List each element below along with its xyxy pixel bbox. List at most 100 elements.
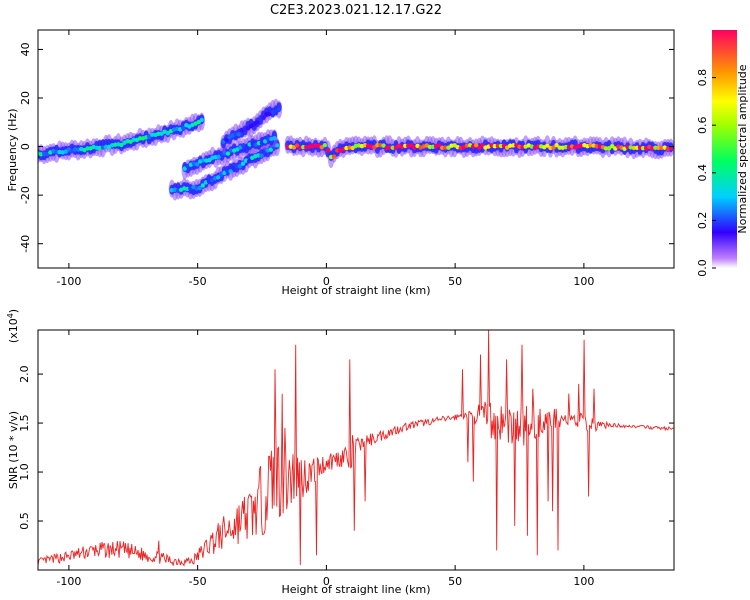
- spectrogram-core: [265, 136, 271, 142]
- colorbar-tick-label: 0.2: [696, 212, 709, 230]
- spectrogram-core: [409, 143, 414, 148]
- spectrogram-core: [228, 169, 233, 174]
- spectrogram-core: [262, 139, 268, 144]
- spectrogram-core: [259, 153, 264, 158]
- spectrogram-core: [474, 142, 479, 148]
- spectrogram-core: [236, 132, 242, 137]
- snr-y-multiplier: (x104): [6, 309, 20, 343]
- spectrogram-core: [495, 143, 501, 148]
- spectrogram-core: [268, 147, 273, 152]
- spectrogram-core: [610, 144, 615, 149]
- spectrogram-core: [234, 164, 239, 169]
- snr-y-label: SNR (10 * v/v): [7, 411, 20, 489]
- spectrogram-core: [545, 143, 550, 148]
- spectrogram-panel: -100 -50 0 50 100 40 20 0 -20 -40 Height of strai…: [6, 29, 675, 297]
- spectrogram-core: [224, 137, 229, 142]
- spectrogram-y-tick-label: 20: [19, 91, 32, 105]
- spectrogram-core: [85, 146, 90, 151]
- chart-title: C2E3.2023.021.12.17.G22: [270, 3, 442, 18]
- spectrogram-core: [557, 145, 562, 150]
- snr-x-tick-label: -100: [56, 575, 81, 588]
- colorbar-tick-label: 0.0: [696, 259, 709, 277]
- spectrogram-core: [477, 145, 482, 151]
- spectrogram-core: [427, 144, 433, 150]
- spectrogram-core: [535, 144, 541, 149]
- snr-y-tick-label: 2.0: [18, 365, 31, 383]
- colorbar-gradient: [712, 30, 737, 268]
- spectrogram-x-tick-label: 100: [573, 275, 594, 288]
- spectrogram-x-tick-label: -100: [56, 275, 81, 288]
- spectrogram-core: [480, 143, 485, 148]
- spectrogram-core: [207, 157, 212, 163]
- spectrogram-ticks: -100 -50 0 50 100 40 20 0 -20 -40: [19, 30, 674, 288]
- spectrogram-core: [255, 120, 260, 125]
- spectrogram-core: [656, 145, 661, 150]
- spectrogram-core: [554, 142, 559, 148]
- spectrogram-heatmap: [38, 98, 674, 201]
- spectrogram-core: [276, 107, 282, 112]
- spectrogram-core: [322, 142, 328, 148]
- spectrogram-core: [200, 183, 205, 188]
- spectrogram-core: [137, 136, 143, 141]
- spectrogram-core: [196, 119, 201, 125]
- spectrogram-core: [272, 136, 277, 141]
- spectrogram-core: [233, 131, 238, 137]
- snr-y-tick-label: 1.0: [18, 463, 31, 481]
- spectrogram-core: [216, 175, 221, 180]
- spectrogram-core: [237, 164, 243, 169]
- spectrogram-core: [228, 148, 234, 153]
- spectrogram-core: [156, 131, 161, 137]
- snr-x-tick-label: -50: [189, 575, 207, 588]
- snr-x-tick-label: 0: [323, 575, 330, 588]
- spectrogram-core: [325, 148, 331, 153]
- colorbar-label: Normalized spectral amplitude: [736, 64, 749, 233]
- spectrogram-core: [181, 125, 186, 131]
- spectrogram-core: [194, 162, 200, 167]
- snr-series-line: [38, 330, 674, 567]
- spectrogram-y-tick-label: 40: [19, 42, 32, 56]
- spectrogram-core: [199, 117, 204, 123]
- spectrogram-core: [261, 115, 266, 120]
- snr-line: [38, 330, 674, 567]
- spectrogram-y-tick-label: -40: [19, 235, 32, 253]
- spectrogram-core: [443, 145, 448, 150]
- spectrogram-core: [313, 143, 318, 148]
- spectrogram-core: [256, 153, 261, 158]
- snr-y-multiplier-base: (x10: [7, 318, 20, 343]
- spectrogram-core: [498, 143, 504, 149]
- snr-y-tick-label: 0.5: [18, 512, 31, 530]
- colorbar-tick-label: 0.8: [696, 69, 709, 87]
- spectrogram-core: [240, 161, 246, 166]
- spectrogram-core: [331, 154, 337, 159]
- snr-y-multiplier-exp: 4: [6, 313, 15, 318]
- colorbar-tick-label: 0.6: [696, 116, 709, 134]
- spectrogram-core: [653, 145, 658, 150]
- spectrogram-core: [551, 145, 556, 150]
- snr-y-tick-label: 1.5: [18, 414, 31, 432]
- spectrogram-core: [294, 143, 300, 148]
- snr-panel: -100 -50 0 50 100 0.5 1.0 1.5 2.0 Height of stra…: [6, 309, 675, 596]
- spectrogram-core: [270, 110, 276, 115]
- spectrogram-core: [197, 185, 202, 191]
- spectrogram-core: [41, 151, 47, 157]
- spectrogram-core: [246, 159, 252, 164]
- spectrogram-core: [372, 145, 377, 150]
- spectrogram-core: [594, 144, 599, 149]
- spectrogram-core: [319, 145, 324, 150]
- spectrogram-core: [517, 144, 522, 150]
- snr-x-tick-label: 100: [573, 575, 594, 588]
- spectrogram-y-label: Frequency (Hz): [6, 109, 19, 192]
- spectrogram-core: [182, 166, 187, 171]
- spectrogram-core: [231, 166, 236, 171]
- spectrogram-core: [103, 144, 109, 150]
- snr-ticks: -100 -50 0 50 100 0.5 1.0 1.5 2.0: [18, 330, 674, 588]
- spectrogram-core: [436, 143, 442, 148]
- snr-y-multiplier-close: ): [7, 309, 20, 313]
- spectrogram-core: [150, 132, 155, 137]
- spectrogram-x-tick-label: -50: [189, 275, 207, 288]
- spectrogram-y-tick-label: -20: [19, 186, 32, 204]
- spectrogram-y-tick-label: 0: [19, 143, 32, 150]
- snr-x-label: Height of straight line (km): [281, 583, 430, 596]
- spectrogram-core: [225, 151, 231, 156]
- spectrogram-core: [256, 140, 262, 146]
